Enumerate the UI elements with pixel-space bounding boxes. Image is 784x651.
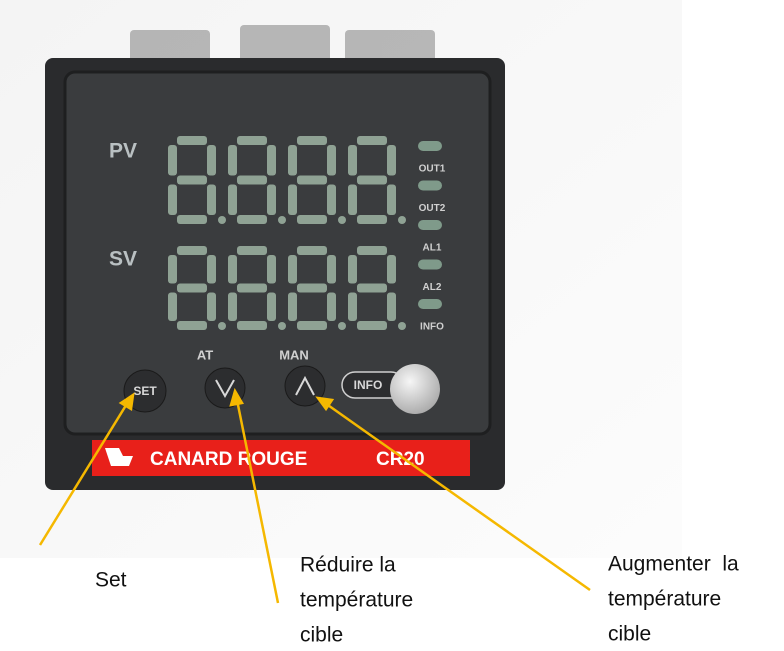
indicator-label: AL2 (423, 282, 442, 293)
round-button[interactable] (390, 364, 440, 414)
segment (357, 284, 387, 293)
callout-text: cible (608, 623, 651, 646)
segment (297, 215, 327, 224)
indicator-light (418, 260, 442, 270)
segment (237, 136, 267, 145)
segment (327, 293, 336, 322)
callout-text: Réduire la (300, 554, 396, 577)
segment (387, 145, 396, 176)
segment (207, 293, 216, 322)
callout-text: Augmenter la (608, 553, 739, 576)
segment (288, 145, 297, 176)
segment (387, 185, 396, 216)
segment (177, 321, 207, 330)
segment (387, 255, 396, 284)
segment (348, 145, 357, 176)
segment (237, 215, 267, 224)
segment (267, 145, 276, 176)
brand-name: CANARD ROUGE (150, 449, 307, 470)
segment (357, 176, 387, 185)
decimal-point (278, 216, 286, 224)
segment (207, 185, 216, 216)
segment (237, 176, 267, 185)
segment (267, 255, 276, 284)
segment (177, 136, 207, 145)
indicator-label: AL1 (423, 243, 442, 254)
segment (207, 255, 216, 284)
segment (177, 284, 207, 293)
segment (348, 185, 357, 216)
decimal-point (398, 322, 406, 330)
segment (237, 321, 267, 330)
info-button-label: INFO (354, 378, 383, 392)
segment (177, 246, 207, 255)
segment (168, 185, 177, 216)
callout-text: cible (300, 624, 343, 647)
segment (288, 185, 297, 216)
segment (387, 293, 396, 322)
segment (357, 215, 387, 224)
segment (327, 185, 336, 216)
segment (207, 145, 216, 176)
segment (177, 215, 207, 224)
segment (228, 255, 237, 284)
indicator-light (418, 181, 442, 191)
segment (357, 136, 387, 145)
segment (297, 176, 327, 185)
sv-label: SV (109, 248, 137, 271)
decimal-point (338, 322, 346, 330)
page: PV SV OUT1 OUT2 AL1 AL2 INFO AT MAN SET INFO… (0, 0, 784, 651)
segment (297, 321, 327, 330)
segment (177, 176, 207, 185)
callout-text: température (300, 589, 413, 612)
segment (327, 255, 336, 284)
indicator-label: OUT1 (419, 164, 446, 175)
indicator-label: OUT2 (419, 203, 446, 214)
segment (228, 145, 237, 176)
segment (297, 246, 327, 255)
segment (348, 293, 357, 322)
decimal-point (218, 216, 226, 224)
callout-text: Set (95, 569, 127, 592)
callout-text: température (608, 588, 721, 611)
segment (288, 293, 297, 322)
segment (237, 284, 267, 293)
at-label: AT (197, 347, 213, 362)
segment (168, 293, 177, 322)
segment (297, 284, 327, 293)
set-button-label: SET (133, 384, 157, 398)
indicator-light (418, 220, 442, 230)
indicator-light (418, 141, 442, 151)
decimal-point (218, 322, 226, 330)
segment (357, 321, 387, 330)
segment (297, 136, 327, 145)
annotated-photo: PV SV OUT1 OUT2 AL1 AL2 INFO AT MAN SET INFO… (0, 0, 784, 651)
segment (348, 255, 357, 284)
segment (168, 255, 177, 284)
decimal-point (338, 216, 346, 224)
man-label: MAN (279, 347, 309, 362)
decimal-point (278, 322, 286, 330)
segment (267, 185, 276, 216)
segment (237, 246, 267, 255)
indicator-label: INFO (420, 322, 444, 333)
callouts: Set Réduire la température cible Augmenter l… (95, 553, 739, 647)
segment (288, 255, 297, 284)
segment (327, 145, 336, 176)
indicator-light (418, 299, 442, 309)
segment (168, 145, 177, 176)
segment (267, 293, 276, 322)
segment (357, 246, 387, 255)
segment (228, 293, 237, 322)
decimal-point (398, 216, 406, 224)
pv-label: PV (109, 140, 137, 163)
segment (228, 185, 237, 216)
